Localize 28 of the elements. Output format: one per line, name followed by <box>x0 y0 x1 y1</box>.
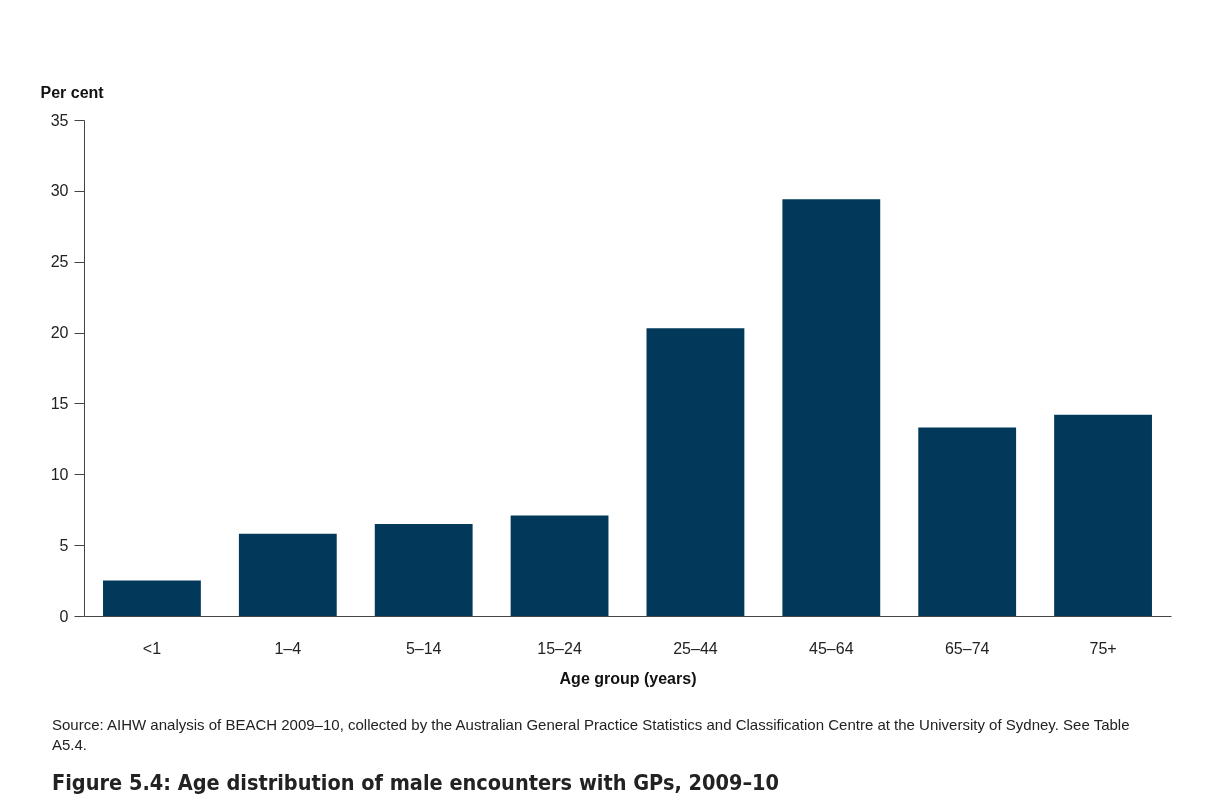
bar <box>1054 414 1152 616</box>
x-tick-label: 1–4 <box>274 639 302 657</box>
bar <box>374 523 473 616</box>
text: Figure 5.4: Age distribution of male encounters with GPs, 2009–10 <box>52 769 781 795</box>
y-tick-label: 10 <box>50 465 69 483</box>
source-note: Source: AIHW analysis of BEACH 2009–10, collected by the Australian General Practice Statistics and Classification Centre at the University of Sydney. See Table A5.4. <box>52 715 1131 756</box>
bar <box>782 199 881 616</box>
bar <box>646 328 745 616</box>
x-tick-label: 25–44 <box>673 639 718 657</box>
x-tick-label: 5–14 <box>405 639 442 657</box>
bar <box>918 427 1017 616</box>
y-axis-title: Per cent <box>40 83 105 101</box>
y-tick-label: 0 <box>59 607 69 625</box>
x-tick-label: 15–24 <box>537 639 582 657</box>
y-tick-label: 20 <box>50 324 69 342</box>
y-tick-label: 30 <box>50 182 69 200</box>
x-tick-label: 75+ <box>1089 639 1117 657</box>
y-tick-label: 35 <box>50 111 69 129</box>
bar <box>238 533 337 616</box>
x-tick-label: <1 <box>142 639 162 657</box>
x-axis-title: Age group (years) <box>559 669 697 687</box>
x-tick-label: 65–74 <box>944 639 990 657</box>
x-tick-label: 45–64 <box>809 639 854 657</box>
y-tick-label: 15 <box>50 394 69 412</box>
y-tick-label: 25 <box>50 253 69 271</box>
bar <box>103 580 201 616</box>
y-tick-label: 5 <box>59 536 69 554</box>
bar <box>510 515 609 616</box>
